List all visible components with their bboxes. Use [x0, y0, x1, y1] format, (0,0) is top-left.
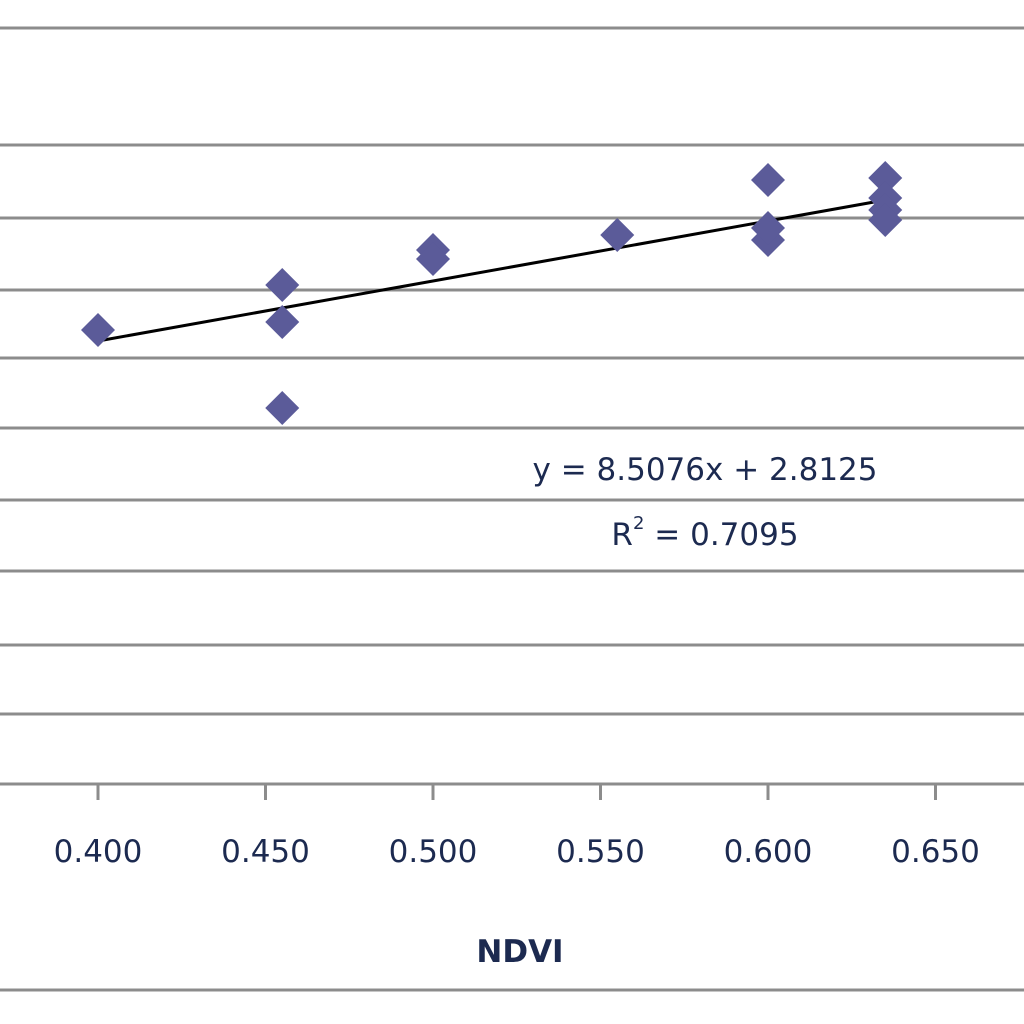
data-point [751, 163, 785, 197]
data-point [751, 211, 785, 245]
data-point [81, 313, 115, 347]
data-point [416, 242, 450, 276]
x-axis-label: NDVI [476, 934, 563, 970]
data-point [868, 203, 903, 237]
x-tick-label: 0.400 [54, 834, 143, 870]
trendline-layer [97, 198, 886, 343]
r-squared-label: R2 = 0.7095 [611, 513, 798, 553]
trendline-equation: y = 8.5076x + 2.8125 [533, 452, 878, 488]
data-point [265, 268, 300, 302]
x-tick-label: 0.450 [221, 834, 310, 870]
x-tick-labels: 0.400 0.450 0.500 0.550 0.600 0.650 [54, 834, 980, 870]
x-axis-ticks [96, 784, 937, 800]
data-point [265, 391, 300, 425]
x-tick-label: 0.650 [891, 834, 980, 870]
data-point [600, 218, 635, 252]
trendline [97, 198, 886, 343]
x-tick-label: 0.500 [389, 834, 478, 870]
gridlines [0, 26, 1024, 992]
x-tick-label: 0.600 [724, 834, 813, 870]
data-point [868, 161, 903, 195]
data-point [265, 305, 300, 339]
x-tick-label: 0.550 [556, 834, 645, 870]
data-points [81, 161, 903, 425]
